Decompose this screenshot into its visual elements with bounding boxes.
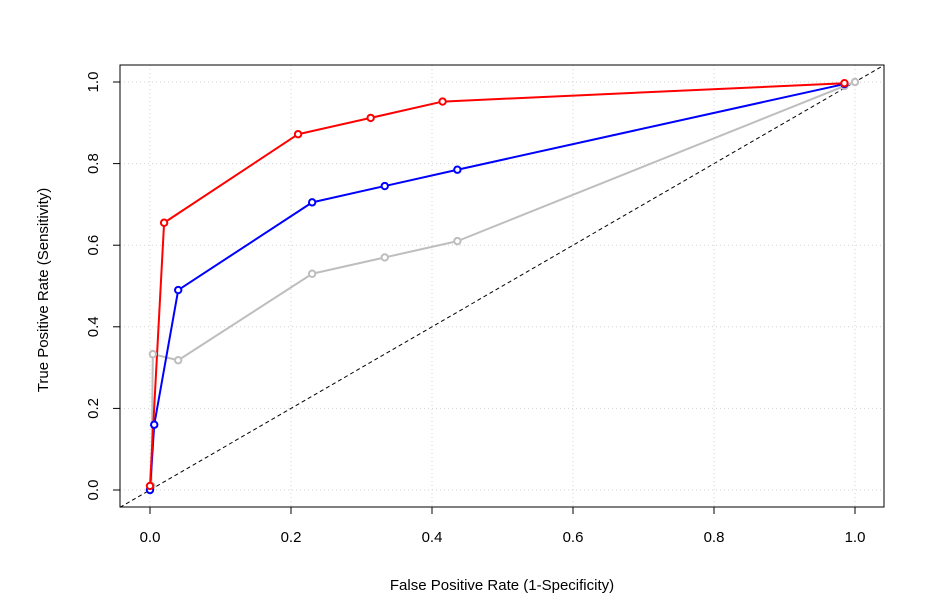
reference-line xyxy=(119,64,885,508)
series-point xyxy=(453,165,462,174)
series-point xyxy=(380,181,389,191)
y-tick-label: 0.6 xyxy=(85,235,102,256)
x-axis-title: False Positive Rate (1-Specificity) xyxy=(390,577,614,594)
y-tick-label: 0.4 xyxy=(85,316,102,337)
series-point xyxy=(380,253,389,262)
series-point xyxy=(150,420,159,429)
x-tick-label: 0.6 xyxy=(563,529,584,546)
series-point xyxy=(174,285,183,295)
plot-frame xyxy=(119,64,885,508)
series-point xyxy=(307,198,317,207)
y-tick-label: 0.2 xyxy=(85,398,102,419)
y-tick-label: 0.8 xyxy=(85,153,102,174)
x-tick-label: 1.0 xyxy=(845,529,866,546)
series-point xyxy=(174,356,183,365)
series-points xyxy=(145,77,860,495)
series-point xyxy=(850,77,860,87)
series-point xyxy=(840,79,849,88)
series-line xyxy=(149,83,845,491)
y-tick-label: 0.0 xyxy=(85,480,102,501)
y-axis: 0.0 0.2 0.4 0.6 0.8 1.0 xyxy=(85,72,120,501)
x-axis: 0.0 0.2 0.4 0.6 0.8 1.0 xyxy=(140,507,866,546)
series-point xyxy=(293,130,303,139)
y-tick-label: 1.0 xyxy=(85,72,102,93)
x-tick-label: 0.4 xyxy=(422,529,443,546)
series-point xyxy=(145,481,155,491)
series-point xyxy=(366,113,375,123)
reference-diagonal xyxy=(119,64,885,508)
y-axis-title: True Positive Rate (Sensitivity) xyxy=(35,188,52,393)
series-line xyxy=(149,82,845,486)
series-point xyxy=(453,236,462,246)
series-point xyxy=(438,97,447,106)
series-point xyxy=(148,349,158,359)
series-point xyxy=(159,218,169,227)
x-tick-label: 0.8 xyxy=(704,529,725,546)
x-tick-label: 0.0 xyxy=(140,529,161,546)
series-point xyxy=(307,269,317,278)
grid-lines xyxy=(120,65,884,507)
x-tick-label: 0.2 xyxy=(281,529,302,546)
